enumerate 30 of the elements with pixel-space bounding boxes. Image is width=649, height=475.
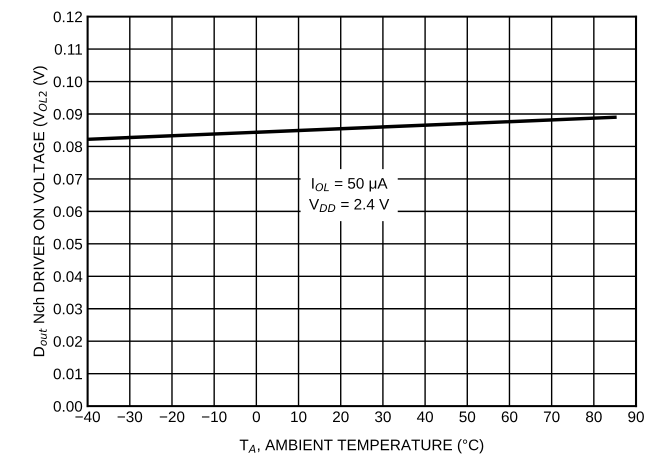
- y-tick-label: 0.11: [54, 44, 82, 55]
- y-tick-label: 0.06: [54, 206, 82, 218]
- x-tick-label: −10: [202, 411, 227, 422]
- y-tick-label: 0.09: [54, 108, 82, 120]
- y-tick-label: 0.00: [54, 400, 82, 412]
- x-tick-label: 0: [252, 411, 260, 422]
- x-tick-label: −20: [160, 411, 184, 422]
- x-tick-label: 10: [291, 411, 306, 422]
- y-tick-label: 0.01: [54, 368, 82, 380]
- annotation: I$_{OL}$ = 50 μA V$_{DD}$ = 2.4 V: [309, 178, 390, 212]
- y-tick-label: 0.05: [54, 238, 82, 250]
- y-tick-label: 0.12: [54, 11, 82, 22]
- x-tick-label: 20: [333, 411, 349, 422]
- x-tick-label: 30: [374, 411, 391, 422]
- x-tick-label: 70: [544, 411, 560, 422]
- x-tick-label: −40: [75, 411, 100, 422]
- y-tick-label: 0.08: [54, 141, 82, 152]
- x-tick-label: −30: [118, 411, 142, 422]
- x-tick-label: 40: [416, 411, 433, 422]
- y-axis-title: D$_{out}$ Nch DRIVER ON VOLTAGE (V$_{OL2}$ (V): [33, 66, 48, 356]
- y-tick-label: 0.10: [54, 76, 82, 88]
- y-tick-label: 0.02: [54, 336, 82, 347]
- x-tick-label: 80: [586, 411, 602, 422]
- y-tick-label: 0.04: [54, 271, 82, 282]
- x-tick-label: 60: [502, 411, 518, 422]
- y-tick-label: 0.07: [54, 174, 82, 185]
- x-tick-label: 50: [459, 411, 476, 422]
- x-axis-title: T$_{A}$, AMBIENT TEMPERATURE (°C): [240, 439, 484, 454]
- x-tick-label: 90: [628, 411, 644, 422]
- y-tick-label: 0.03: [54, 304, 82, 314]
